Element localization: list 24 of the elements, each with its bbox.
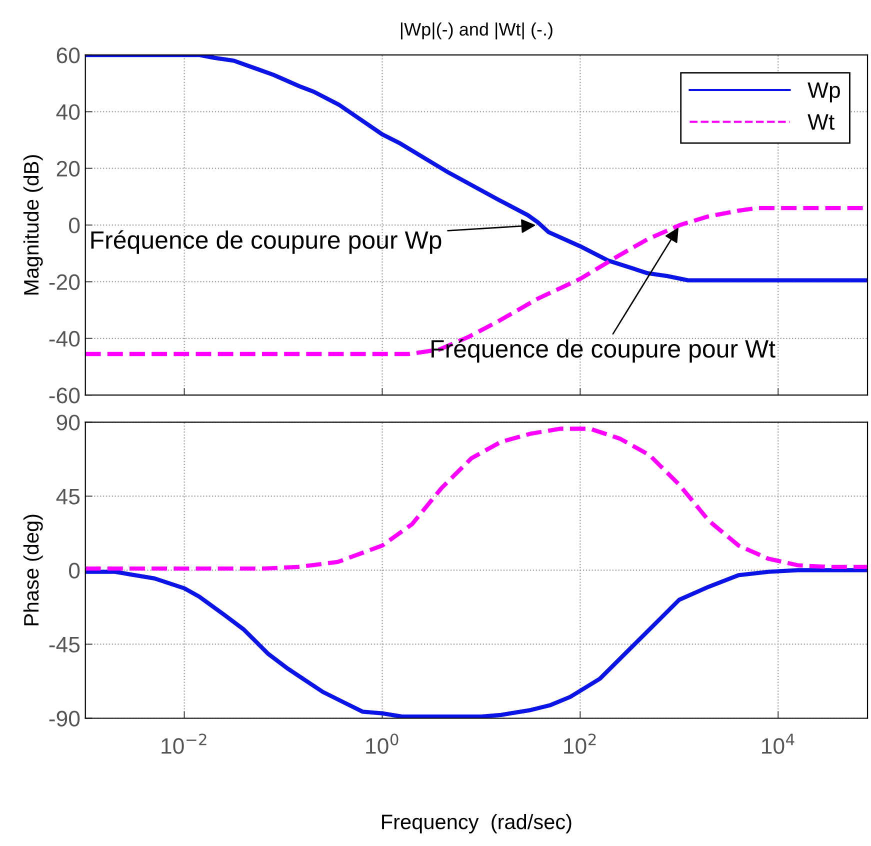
y-tick-label: 90 bbox=[56, 414, 80, 430]
x-tick-label: 10$^{−2}$ bbox=[162, 734, 206, 754]
y-tick-label: 20 bbox=[56, 160, 80, 177]
x-axis-title: Frequency (rad/sec) bbox=[382, 814, 572, 834]
y-tick-label: -90 bbox=[49, 710, 80, 727]
legend-label: Wp bbox=[808, 82, 840, 102]
x-tick-label: 10$^{4}$ bbox=[762, 734, 794, 754]
y-tick-label: -60 bbox=[49, 388, 80, 404]
chart-title: |Wp|(-) and |Wt| (-.) bbox=[400, 22, 552, 40]
x-tick-label: 10$^{0}$ bbox=[366, 734, 398, 754]
legend-label: Wt bbox=[808, 114, 834, 130]
y-tick-label: 45 bbox=[56, 488, 80, 504]
y-axis-title: Phase (deg) bbox=[23, 514, 43, 626]
y-tick-label: -20 bbox=[49, 274, 80, 290]
y-tick-label: 0 bbox=[69, 562, 80, 578]
y-axis-title: Magnitude (dB) bbox=[23, 155, 43, 295]
y-tick-label: 40 bbox=[56, 104, 80, 120]
annotation: Fréquence de coupure pour Wt bbox=[432, 339, 776, 363]
y-tick-label: -40 bbox=[49, 330, 80, 347]
y-tick-label: 0 bbox=[69, 218, 80, 234]
y-tick-label: -45 bbox=[49, 636, 80, 652]
y-tick-label: 60 bbox=[56, 48, 80, 64]
x-tick-label: 10$^{2}$ bbox=[564, 734, 596, 754]
annotation: Fréquence de coupure pour Wp bbox=[91, 230, 442, 254]
